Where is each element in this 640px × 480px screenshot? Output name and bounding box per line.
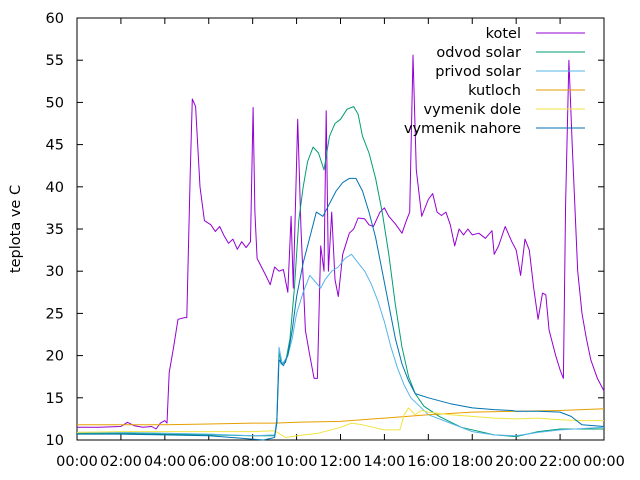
x-tick-label: 12:00 <box>320 454 362 470</box>
y-axis-label: teplota ve C <box>8 185 24 273</box>
series-line-kotel <box>77 54 605 430</box>
x-tick-label: 14:00 <box>364 454 406 470</box>
y-tick-label: 40 <box>46 180 64 196</box>
x-tick-label: 08:00 <box>232 454 274 470</box>
x-tick-label: 16:00 <box>407 454 449 470</box>
y-tick-label: 55 <box>46 53 64 69</box>
x-tick-label: 20:00 <box>495 454 537 470</box>
y-tick-label: 35 <box>46 222 64 238</box>
x-tick-label: 00:00 <box>56 454 98 470</box>
x-axis: 00:00 02:00 04:00 06:00 08:00 10:00 12:00 14:00… <box>56 18 625 470</box>
y-tick-label: 10 <box>46 433 64 449</box>
series-line-vymenik-nahore <box>77 177 605 441</box>
legend: kotel odvod solar privod solar kutloch vymen… <box>404 26 585 137</box>
y-tick-label: 30 <box>46 264 64 280</box>
y-tick-label: 25 <box>46 306 64 322</box>
y-tick-label: 20 <box>46 349 64 365</box>
legend-label: odvod solar <box>436 45 521 61</box>
x-tick-label: 04:00 <box>144 454 186 470</box>
legend-label: privod solar <box>435 64 521 80</box>
x-tick-label: 02:00 <box>100 454 142 470</box>
plot-frame <box>76 17 605 441</box>
y-axis: 10 15 20 25 30 35 40 45 50 55 60 <box>46 11 604 449</box>
legend-label: kutloch <box>468 83 521 99</box>
x-tick-label: 18:00 <box>451 454 493 470</box>
x-tick-label: 10:00 <box>276 454 318 470</box>
legend-label: vymenik nahore <box>404 121 521 137</box>
y-tick-label: 60 <box>46 11 64 27</box>
legend-label: kotel <box>486 26 521 42</box>
y-tick-label: 45 <box>46 138 64 154</box>
series-lines <box>76 54 605 441</box>
series-line-kutloch <box>77 408 605 426</box>
y-tick-label: 50 <box>46 95 64 111</box>
y-tick-label: 15 <box>46 391 64 407</box>
x-tick-label: 22:00 <box>539 454 581 470</box>
series-line-privod-solar <box>77 253 605 437</box>
x-tick-label: 06:00 <box>188 454 230 470</box>
legend-label: vymenik dole <box>424 102 522 118</box>
x-tick-label: 00:00 <box>583 454 625 470</box>
series-line-vymenik-dole <box>76 407 604 438</box>
